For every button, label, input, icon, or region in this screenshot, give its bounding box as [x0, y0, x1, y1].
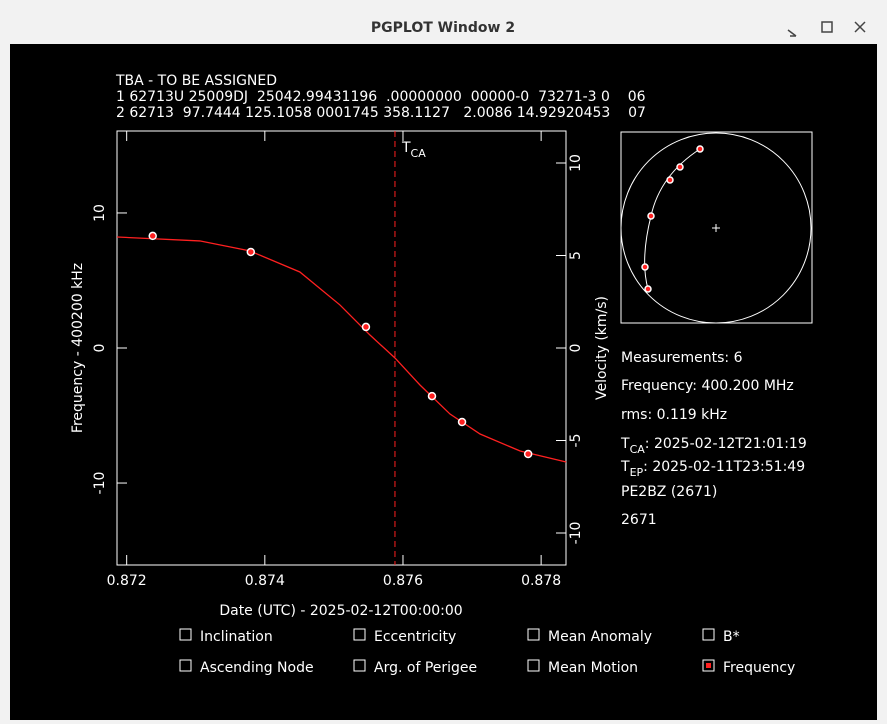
- checkbox[interactable]: [702, 628, 715, 641]
- info-rms: rms: 0.119 kHz: [621, 407, 727, 423]
- y-tick-label: 0: [92, 344, 108, 353]
- sky-point: [676, 163, 684, 171]
- plot-canvas: [10, 44, 877, 720]
- y-axis-label: Frequency - 400200 kHz: [70, 263, 86, 433]
- measurement-point: [457, 417, 467, 427]
- label-sub: CA: [630, 443, 646, 456]
- label-sub: CA: [411, 147, 427, 160]
- fit-curve: [116, 236, 567, 463]
- x-axis-label: Date (UTC) - 2025-02-12T00:00:00: [219, 603, 462, 619]
- checkbox[interactable]: [353, 659, 366, 672]
- x-tick-label: 0.872: [107, 573, 147, 589]
- y-tick-label: 10: [92, 204, 108, 222]
- close-button[interactable]: [854, 21, 866, 33]
- y2-tick-label: -10: [568, 522, 584, 545]
- maximize-button[interactable]: [821, 21, 833, 33]
- label-rest: : 2025-02-12T21:01:19: [645, 436, 807, 452]
- label-main: T: [401, 140, 411, 156]
- window-controls[interactable]: [787, 21, 866, 37]
- y2-axis-label: Velocity (km/s): [594, 296, 610, 400]
- y2-tick-label: -5: [568, 434, 584, 448]
- checkbox-label[interactable]: B*: [723, 629, 740, 645]
- y2-tick-label: 5: [568, 251, 584, 260]
- measurement-point: [246, 247, 256, 257]
- sky-point: [696, 145, 704, 153]
- checkbox-label[interactable]: Eccentricity: [374, 629, 456, 645]
- label-main: T: [620, 459, 630, 475]
- y2-tick-label: 10: [568, 154, 584, 172]
- minimize-button[interactable]: [787, 29, 797, 37]
- y2-tick-label: 0: [568, 344, 584, 353]
- x-tick-label: 0.876: [383, 573, 423, 589]
- info-measurements: Measurements: 6: [621, 350, 743, 366]
- label-sub: EP: [630, 466, 644, 479]
- checkbox-check[interactable]: [706, 663, 711, 668]
- sky-point: [641, 263, 649, 271]
- label-rest: : 2025-02-11T23:51:49: [643, 459, 805, 475]
- checkbox[interactable]: [179, 659, 192, 672]
- checkbox-label[interactable]: Ascending Node: [200, 660, 314, 676]
- measurement-point: [361, 322, 371, 332]
- label: TEP: 2025-02-11T23:51:49: [620, 459, 805, 479]
- checkbox[interactable]: [179, 628, 192, 641]
- header-line: TBA - TO BE ASSIGNED: [115, 73, 277, 89]
- sky-point: [666, 176, 674, 184]
- checkbox-label[interactable]: Arg. of Perigee: [374, 660, 477, 676]
- sky-horizon: [620, 132, 812, 324]
- label-main: T: [620, 436, 630, 452]
- checkbox[interactable]: [702, 659, 715, 672]
- checkbox-label[interactable]: Mean Motion: [548, 660, 638, 676]
- x-tick-label: 0.878: [521, 573, 561, 589]
- window-title: PGPLOT Window 2: [371, 20, 515, 36]
- sky-point: [644, 285, 652, 293]
- header-line: 1 62713U 25009DJ 25042.99431196 .0000000…: [116, 89, 646, 105]
- header-line: 2 62713 97.7444 125.1058 0001745 358.112…: [116, 105, 646, 121]
- sky-plot: [620, 131, 813, 324]
- checkbox-label[interactable]: Frequency: [723, 660, 795, 676]
- sky-point: [647, 212, 655, 220]
- sky-center: [712, 224, 720, 232]
- info-frequency: Frequency: 400.200 MHz: [621, 378, 794, 394]
- checkbox-label[interactable]: Inclination: [200, 629, 273, 645]
- label: TCA: 2025-02-12T21:01:19: [620, 436, 807, 456]
- measurement-point: [148, 231, 157, 241]
- checkbox[interactable]: [527, 659, 540, 672]
- info-selected: 2671: [621, 512, 657, 528]
- info-station: PE2BZ (2671): [621, 484, 717, 500]
- measurement-point: [523, 449, 533, 459]
- checkbox-label[interactable]: Mean Anomaly: [548, 629, 652, 645]
- y-tick-label: -10: [92, 472, 108, 495]
- measurement-point: [427, 391, 437, 401]
- label: TCA: [401, 140, 426, 160]
- x-tick-label: 0.874: [245, 573, 285, 589]
- checkbox[interactable]: [527, 628, 540, 641]
- checkbox[interactable]: [353, 628, 366, 641]
